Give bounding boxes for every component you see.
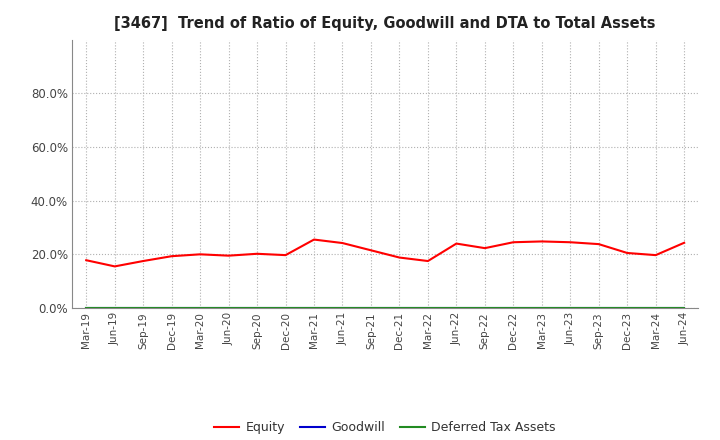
Goodwill — [282, 305, 290, 311]
Goodwill — [82, 305, 91, 311]
Deferred Tax Assets — [225, 305, 233, 311]
Deferred Tax Assets — [282, 305, 290, 311]
Deferred Tax Assets — [423, 305, 432, 311]
Deferred Tax Assets — [366, 305, 375, 311]
Deferred Tax Assets — [110, 305, 119, 311]
Deferred Tax Assets — [537, 305, 546, 311]
Line: Equity: Equity — [86, 239, 684, 266]
Deferred Tax Assets — [566, 305, 575, 311]
Equity — [423, 258, 432, 264]
Deferred Tax Assets — [82, 305, 91, 311]
Equity — [652, 253, 660, 258]
Deferred Tax Assets — [139, 305, 148, 311]
Goodwill — [680, 305, 688, 311]
Goodwill — [139, 305, 148, 311]
Equity — [452, 241, 461, 246]
Equity — [225, 253, 233, 258]
Equity — [167, 253, 176, 259]
Deferred Tax Assets — [253, 305, 261, 311]
Goodwill — [167, 305, 176, 311]
Equity — [139, 258, 148, 264]
Equity — [395, 255, 404, 260]
Goodwill — [595, 305, 603, 311]
Deferred Tax Assets — [196, 305, 204, 311]
Equity — [366, 248, 375, 253]
Goodwill — [253, 305, 261, 311]
Equity — [480, 246, 489, 251]
Title: [3467]  Trend of Ratio of Equity, Goodwill and DTA to Total Assets: [3467] Trend of Ratio of Equity, Goodwil… — [114, 16, 656, 32]
Goodwill — [395, 305, 404, 311]
Equity — [253, 251, 261, 257]
Equity — [509, 240, 518, 245]
Equity — [680, 240, 688, 246]
Goodwill — [452, 305, 461, 311]
Goodwill — [480, 305, 489, 311]
Deferred Tax Assets — [480, 305, 489, 311]
Goodwill — [196, 305, 204, 311]
Goodwill — [509, 305, 518, 311]
Goodwill — [423, 305, 432, 311]
Equity — [537, 239, 546, 244]
Equity — [110, 264, 119, 269]
Goodwill — [566, 305, 575, 311]
Goodwill — [652, 305, 660, 311]
Deferred Tax Assets — [452, 305, 461, 311]
Deferred Tax Assets — [509, 305, 518, 311]
Deferred Tax Assets — [310, 305, 318, 311]
Deferred Tax Assets — [338, 305, 347, 311]
Legend: Equity, Goodwill, Deferred Tax Assets: Equity, Goodwill, Deferred Tax Assets — [210, 416, 561, 439]
Equity — [595, 242, 603, 247]
Goodwill — [225, 305, 233, 311]
Goodwill — [537, 305, 546, 311]
Deferred Tax Assets — [395, 305, 404, 311]
Equity — [82, 257, 91, 263]
Goodwill — [310, 305, 318, 311]
Deferred Tax Assets — [623, 305, 631, 311]
Deferred Tax Assets — [167, 305, 176, 311]
Equity — [282, 253, 290, 258]
Equity — [196, 252, 204, 257]
Deferred Tax Assets — [652, 305, 660, 311]
Goodwill — [623, 305, 631, 311]
Equity — [623, 250, 631, 256]
Goodwill — [366, 305, 375, 311]
Deferred Tax Assets — [680, 305, 688, 311]
Equity — [338, 240, 347, 246]
Equity — [310, 237, 318, 242]
Goodwill — [110, 305, 119, 311]
Equity — [566, 240, 575, 245]
Deferred Tax Assets — [595, 305, 603, 311]
Goodwill — [338, 305, 347, 311]
